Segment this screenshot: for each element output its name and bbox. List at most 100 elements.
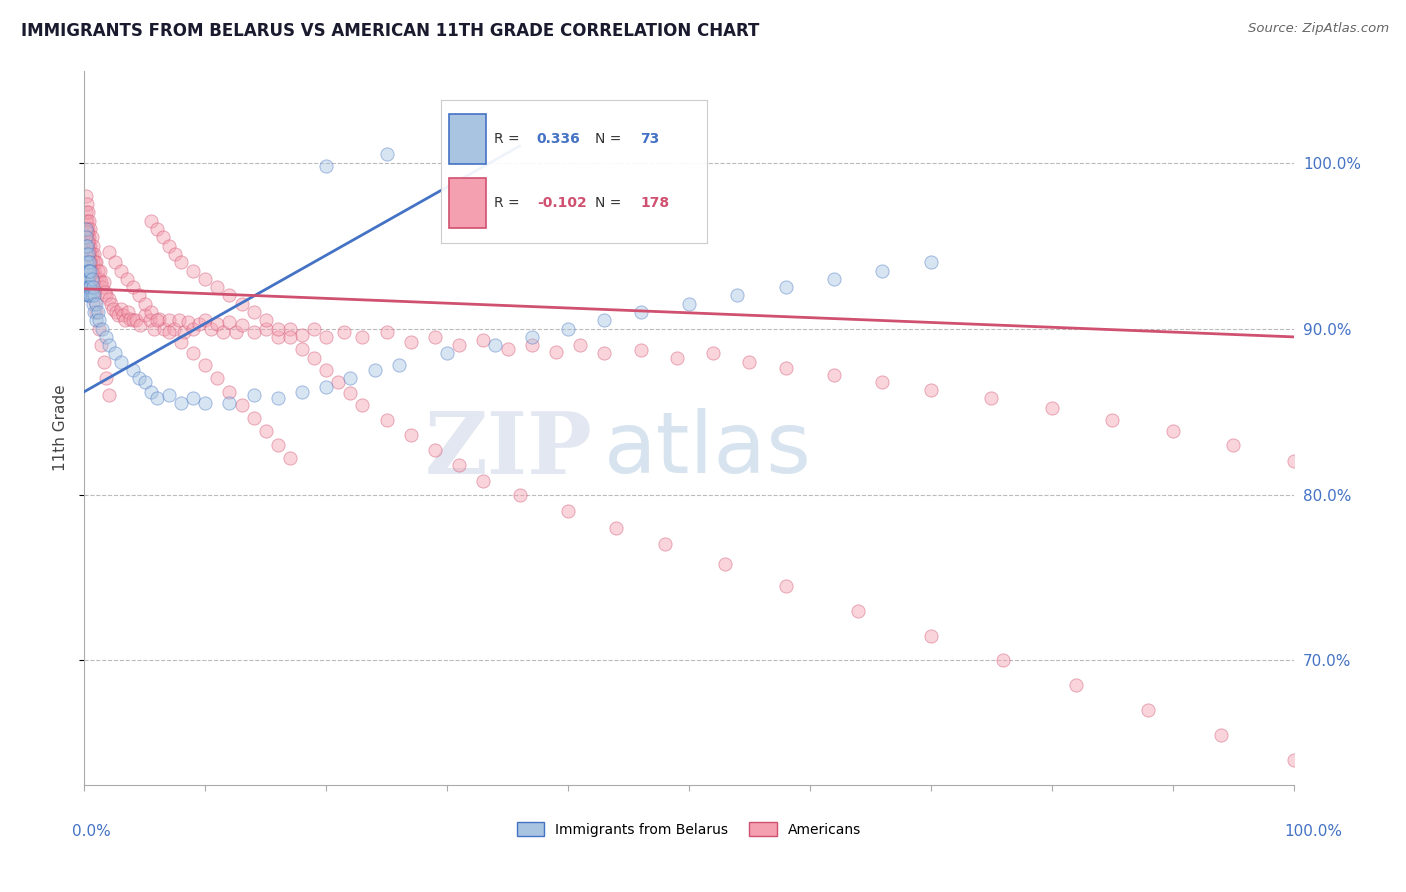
Point [91, 321, 114, 335]
Point [375, 413, 398, 427]
Point [104, 255, 127, 269]
Text: 0.0%: 0.0% [72, 824, 111, 839]
Point [173, 325, 195, 339]
Point [157, 238, 180, 252]
Point [472, 475, 495, 489]
Point [267, 438, 290, 452]
Point [80, 288, 103, 302]
Point [77, 272, 100, 286]
Point [97, 338, 120, 352]
Point [146, 222, 169, 236]
Point [115, 272, 138, 286]
Point [872, 375, 894, 389]
Point [302, 321, 325, 335]
Point [399, 427, 422, 442]
Point [153, 321, 176, 335]
Point [86, 263, 108, 277]
Point [157, 388, 180, 402]
Point [218, 315, 240, 329]
Point [83, 247, 105, 261]
Point [188, 317, 211, 331]
Point [200, 321, 222, 335]
Point [80, 272, 103, 286]
Point [76, 272, 98, 286]
Point [1040, 401, 1063, 416]
Point [328, 375, 350, 389]
Point [128, 288, 150, 302]
Point [79, 247, 101, 261]
Point [87, 272, 110, 286]
Point [146, 392, 169, 406]
Point [121, 363, 143, 377]
Point [97, 292, 120, 306]
Point [75, 255, 97, 269]
Point [86, 305, 108, 319]
Point [82, 280, 104, 294]
Point [97, 388, 120, 402]
Point [77, 280, 100, 294]
Point [254, 321, 277, 335]
Point [157, 325, 180, 339]
Point [134, 296, 156, 310]
Point [920, 383, 942, 397]
Point [157, 313, 180, 327]
Point [75, 263, 97, 277]
Point [267, 330, 290, 344]
Point [77, 263, 100, 277]
Point [79, 263, 101, 277]
Text: IMMIGRANTS FROM BELARUS VS AMERICAN 11TH GRADE CORRELATION CHART: IMMIGRANTS FROM BELARUS VS AMERICAN 11TH… [21, 22, 759, 40]
Point [77, 288, 100, 302]
Point [83, 263, 105, 277]
Y-axis label: 11th Grade: 11th Grade [52, 384, 67, 472]
Point [1064, 678, 1087, 692]
Point [77, 247, 100, 261]
Point [134, 308, 156, 322]
Point [630, 305, 652, 319]
Point [569, 338, 592, 352]
Point [509, 487, 531, 501]
Point [93, 355, 115, 369]
Point [139, 384, 162, 399]
Point [436, 346, 458, 360]
Point [148, 311, 170, 326]
Point [94, 288, 117, 302]
Point [75, 213, 97, 227]
Point [75, 247, 97, 261]
Point [76, 197, 98, 211]
Point [86, 305, 108, 319]
Point [112, 308, 135, 322]
Point [291, 342, 314, 356]
Point [110, 301, 132, 316]
Point [388, 358, 411, 372]
Point [1209, 728, 1232, 742]
Point [86, 272, 108, 286]
Point [82, 275, 104, 289]
Point [75, 189, 97, 203]
Point [980, 392, 1002, 406]
Point [375, 325, 398, 339]
Point [75, 230, 97, 244]
Text: ZIP: ZIP [425, 408, 592, 491]
Point [218, 396, 240, 410]
Point [77, 230, 100, 244]
Point [80, 265, 103, 279]
Point [1222, 438, 1244, 452]
Point [139, 213, 162, 227]
Point [630, 343, 652, 358]
Point [79, 255, 101, 269]
Point [194, 358, 217, 372]
Point [775, 361, 797, 376]
Point [100, 296, 122, 310]
Point [89, 263, 111, 277]
Point [103, 301, 125, 316]
Point [1101, 413, 1123, 427]
Point [128, 371, 150, 385]
Text: 100.0%: 100.0% [1284, 824, 1341, 839]
Point [1282, 753, 1305, 767]
Point [76, 280, 98, 294]
Point [315, 379, 337, 393]
Point [167, 313, 190, 327]
Point [231, 398, 253, 412]
Point [76, 255, 98, 269]
Point [75, 222, 97, 236]
